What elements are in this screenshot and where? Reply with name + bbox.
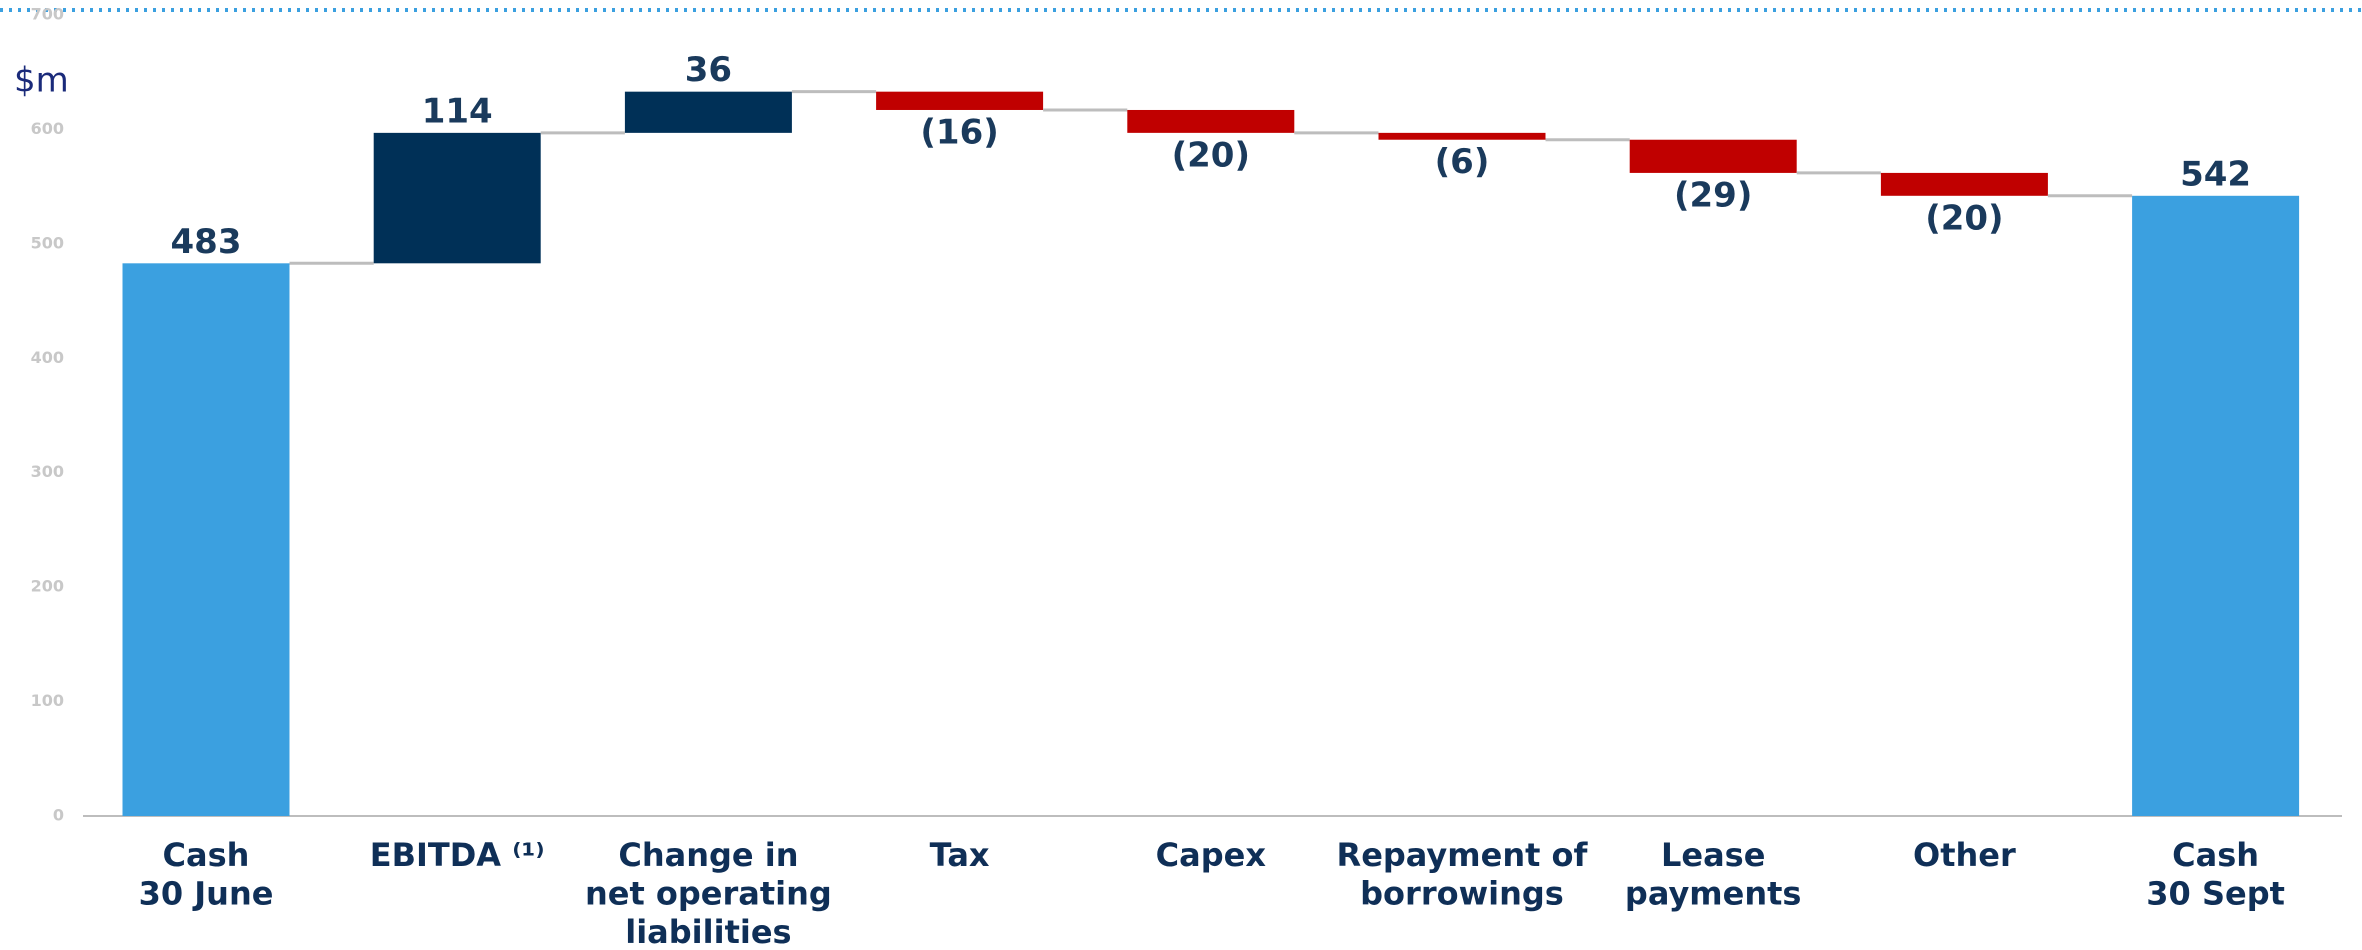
x-tick-label: Capex <box>1156 836 1267 874</box>
x-tick-label: Tax <box>930 836 990 874</box>
bar <box>1378 132 1546 140</box>
x-tick-label: 30 Sept <box>2146 875 2285 913</box>
x-tick-label: Cash <box>2172 836 2259 874</box>
x-tick-label: liabilities <box>625 913 791 950</box>
y-tick-label: 200 <box>31 577 64 596</box>
x-tick-label: Cash <box>163 836 250 874</box>
value-label: (20) <box>1925 198 2003 238</box>
value-label: 542 <box>2180 154 2251 194</box>
value-label: 114 <box>422 91 493 131</box>
unit-label: $m <box>14 61 69 101</box>
y-tick-label: 100 <box>31 691 64 710</box>
y-tick-label: 0 <box>53 806 64 825</box>
value-label: (29) <box>1674 175 1752 215</box>
x-tick-label: 30 June <box>139 875 274 913</box>
bar <box>876 91 1044 110</box>
x-tick-label: EBITDA ⁽¹⁾ <box>370 836 545 874</box>
x-tick-label: Repayment of <box>1337 836 1589 874</box>
y-tick-label: 300 <box>31 462 64 481</box>
value-label: 483 <box>171 222 242 262</box>
bar <box>122 263 290 816</box>
value-label: (16) <box>920 112 998 152</box>
y-tick-label: 700 <box>31 5 64 24</box>
x-tick-label: Other <box>1913 836 2016 874</box>
value-label: (20) <box>1172 135 1250 175</box>
y-tick-label: 400 <box>31 348 64 367</box>
value-label: 36 <box>685 50 732 90</box>
bar <box>373 132 541 264</box>
x-tick-label: net operating <box>585 875 832 913</box>
x-tick-label: Change in <box>618 836 798 874</box>
bar <box>1629 139 1797 173</box>
x-tick-label: Lease <box>1661 836 1765 874</box>
x-tick-label: borrowings <box>1360 875 1564 913</box>
y-tick-label: 500 <box>31 233 64 252</box>
bar <box>1880 172 2048 196</box>
bar <box>2132 195 2300 817</box>
bar <box>624 91 792 133</box>
x-tick-label: payments <box>1625 875 1802 913</box>
bar <box>1127 109 1295 133</box>
y-tick-label: 600 <box>31 119 64 138</box>
value-label: (6) <box>1435 142 1490 182</box>
